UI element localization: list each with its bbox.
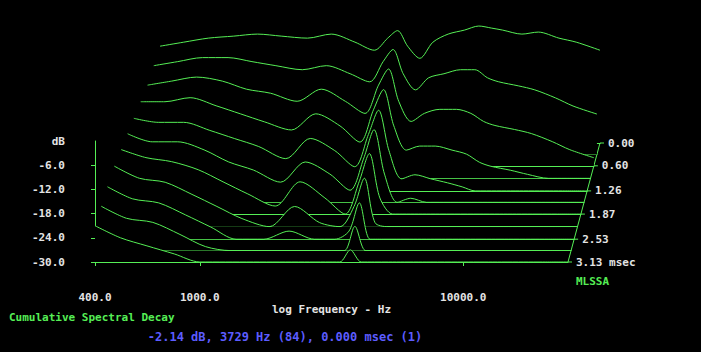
svg-text:-2.14 dB, 3729 Hz (84), 0.000: -2.14 dB, 3729 Hz (84), 0.000 msec (1) <box>148 330 423 344</box>
svg-text:-6.0: -6.0 <box>39 159 66 172</box>
svg-text:-24.0: -24.0 <box>32 231 65 244</box>
svg-text:Cumulative Spectral Decay: Cumulative Spectral Decay <box>9 311 175 324</box>
svg-text:-12.0: -12.0 <box>32 183 65 196</box>
svg-text:dB: dB <box>52 135 66 148</box>
svg-text:-18.0: -18.0 <box>32 207 65 220</box>
svg-text:MLSSA: MLSSA <box>576 275 609 288</box>
svg-text:log Frequency - Hz: log Frequency - Hz <box>272 303 391 316</box>
svg-text:400.0: 400.0 <box>78 291 111 304</box>
svg-text:2.53: 2.53 <box>582 233 609 246</box>
svg-text:-30.0: -30.0 <box>32 256 65 269</box>
svg-text:3.13 msec: 3.13 msec <box>576 256 636 269</box>
svg-text:1.26: 1.26 <box>595 184 622 197</box>
svg-text:10000.0: 10000.0 <box>440 291 486 304</box>
svg-text:1.87: 1.87 <box>589 208 616 221</box>
svg-text:1000.0: 1000.0 <box>180 291 220 304</box>
svg-text:0.00: 0.00 <box>608 137 635 150</box>
svg-text:0.60: 0.60 <box>602 159 629 172</box>
